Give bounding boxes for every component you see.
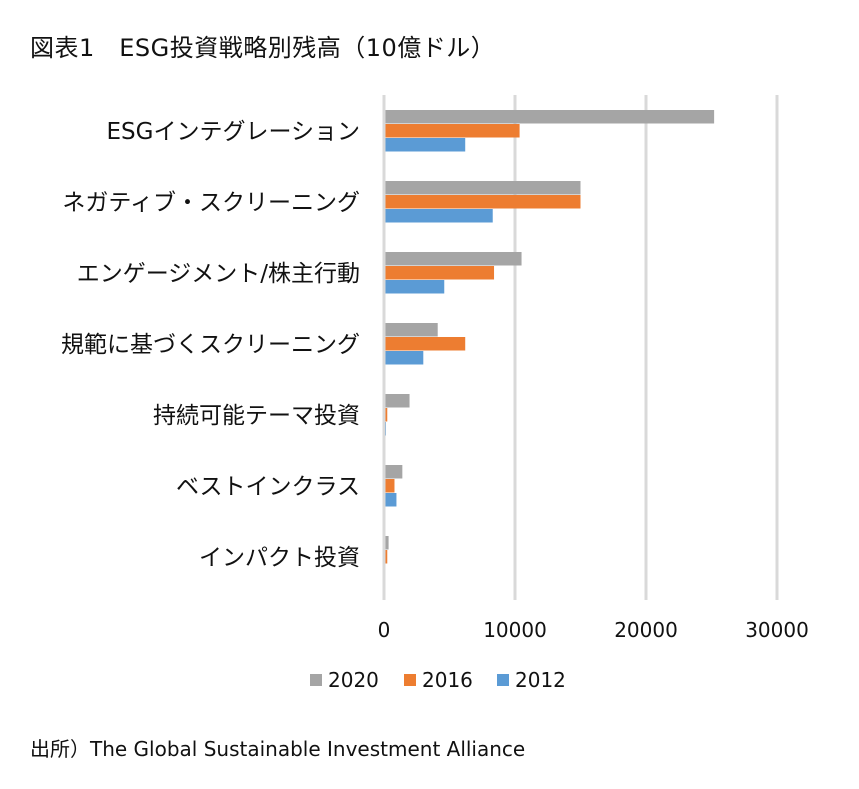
bar-2012 xyxy=(384,493,397,507)
x-tick-label: 30000 xyxy=(745,618,809,642)
bar-2020 xyxy=(384,110,715,124)
category-label: 規範に基づくスクリーニング xyxy=(61,332,360,358)
bar-2016 xyxy=(384,550,388,564)
bar-2016 xyxy=(384,408,388,422)
bar-2012 xyxy=(384,138,466,152)
source-note: 出所）The Global Sustainable Investment All… xyxy=(30,737,526,761)
bar-2016 xyxy=(384,479,395,493)
legend-label: 2012 xyxy=(515,668,566,692)
bar-2012 xyxy=(384,209,493,223)
tick-labels: 0 10000 20000 30000 xyxy=(378,618,809,642)
bar-2016 xyxy=(384,337,466,351)
x-tick-label: 20000 xyxy=(614,618,678,642)
category-label: ネガティブ・スクリーニング xyxy=(62,190,360,216)
category-label: 持続可能テーマ投資 xyxy=(153,403,360,429)
legend-swatch-2012 xyxy=(497,674,509,686)
grid-lines xyxy=(513,95,779,600)
page-title: 図表1 ESG投資戦略別残高（10億ドル） xyxy=(30,34,496,62)
bar-2020 xyxy=(384,394,410,408)
category-label: ベストインクラス xyxy=(176,474,360,500)
bar-2020 xyxy=(384,252,522,266)
category-label: ESGインテグレーション xyxy=(107,119,361,145)
x-tick-label: 10000 xyxy=(483,618,547,642)
legend-label: 2020 xyxy=(328,668,379,692)
x-tick-label: 0 xyxy=(378,618,391,642)
bar-2012 xyxy=(384,351,424,365)
category-label: エンゲージメント/株主行動 xyxy=(77,261,360,287)
bars xyxy=(384,110,715,578)
bar-2020 xyxy=(384,181,581,195)
bar-2016 xyxy=(384,266,495,280)
legend: 2020 2016 2012 xyxy=(310,668,566,692)
bar-2016 xyxy=(384,195,581,209)
bar-2020 xyxy=(384,323,438,337)
category-label: インパクト投資 xyxy=(199,545,360,571)
bar-2016 xyxy=(384,124,520,138)
bar-2012 xyxy=(384,280,445,294)
bar-chart: ESGインテグレーションネガティブ・スクリーニングエンゲージメント/株主行動規範… xyxy=(61,95,809,692)
category-labels: ESGインテグレーションネガティブ・スクリーニングエンゲージメント/株主行動規範… xyxy=(61,119,360,571)
legend-swatch-2020 xyxy=(310,674,322,686)
legend-swatch-2016 xyxy=(404,674,416,686)
bar-2020 xyxy=(384,465,403,479)
legend-label: 2016 xyxy=(422,668,473,692)
bar-2020 xyxy=(384,536,389,550)
